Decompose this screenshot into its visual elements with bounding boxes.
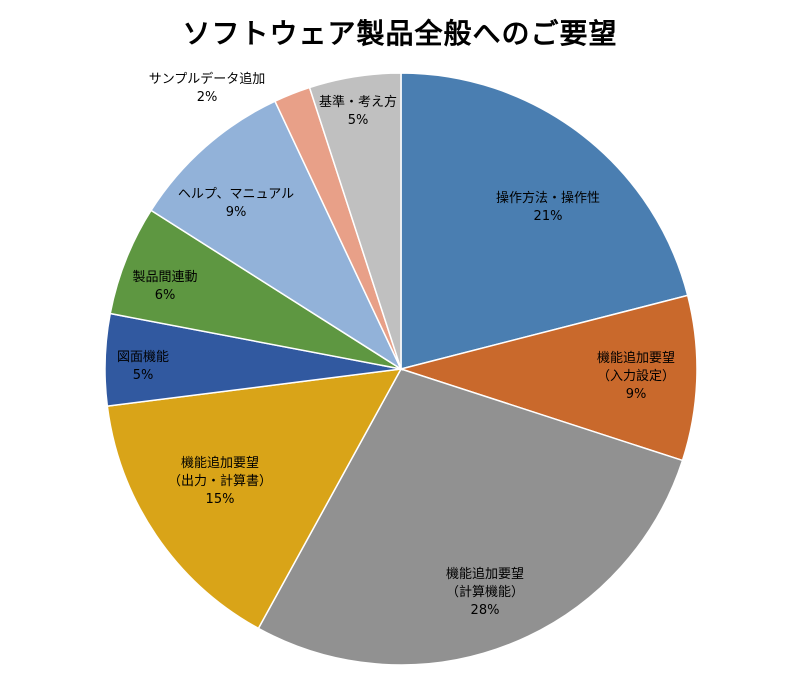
slice-percent-label: 28%: [471, 603, 500, 618]
pie-slice: [150, 100, 403, 372]
pie-slice: [400, 72, 689, 370]
slice-category-label: 機能追加要望: [181, 455, 259, 471]
slice-percent-label: 5%: [133, 368, 154, 383]
slice-percent-label: 21%: [534, 209, 563, 224]
slice-category-label: 基準・考え方: [319, 94, 397, 110]
slice-category-label: （入力設定）: [597, 368, 675, 384]
slice-label: ヘルプ、マニュアル 9%: [178, 187, 294, 220]
pie-slice: [308, 72, 402, 370]
pie-slice: [398, 294, 698, 462]
slice-category-label: （計算機能）: [446, 584, 524, 600]
slice-label: 製品間連動 6%: [132, 270, 197, 303]
slice-percent-label: 9%: [226, 205, 247, 220]
slice-category-label: 図面機能: [117, 350, 169, 365]
slice-category-label: ヘルプ、マニュアル: [178, 187, 294, 202]
slice-percent-label: 6%: [155, 288, 176, 303]
chart-title: ソフトウェア製品全般へのご要望: [182, 17, 618, 50]
slice-label: 機能追加要望 （入力設定） 9%: [597, 350, 675, 402]
slice-category-label: 機能追加要望: [446, 566, 524, 582]
slice-percent-label: 5%: [348, 113, 369, 128]
pie-slice: [257, 368, 684, 666]
slice-label: 操作方法・操作性 21%: [496, 190, 600, 224]
slice-category-label: （出力・計算書）: [168, 473, 272, 489]
slice-label: 基準・考え方 5%: [319, 94, 397, 128]
slice-category-label: サンプルデータ追加: [149, 71, 266, 87]
slice-label: 機能追加要望 （計算機能） 28%: [446, 566, 524, 618]
slice-percent-label: 15%: [206, 492, 235, 507]
slice-category-label: 操作方法・操作性: [496, 190, 600, 206]
slice-category-label: 機能追加要望: [597, 350, 675, 366]
slice-label: 図面機能 5%: [117, 350, 169, 383]
pie-slice: [106, 368, 403, 630]
slice-label: サンプルデータ追加 2%: [149, 71, 266, 105]
slice-percent-label: 9%: [626, 387, 647, 402]
slice-percent-label: 2%: [197, 90, 218, 105]
slice-category-label: 製品間連動: [132, 270, 197, 285]
slice-label: 機能追加要望 （出力・計算書） 15%: [168, 455, 272, 507]
